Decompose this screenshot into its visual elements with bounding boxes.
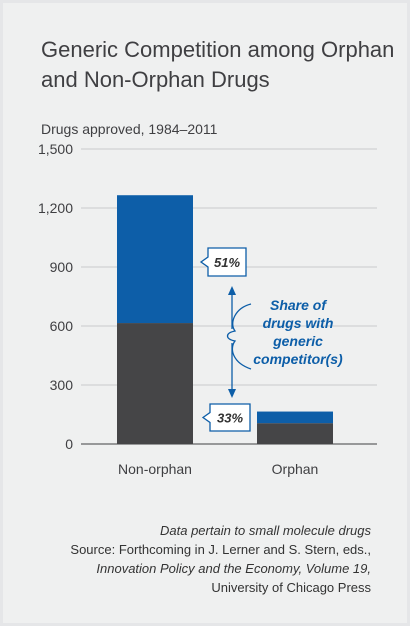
x-tick-label: Orphan xyxy=(272,461,319,477)
share-annotation: 51% 33% Share of drugs with generic competito… xyxy=(199,247,343,432)
figure-card: Generic Competition among Orphan and Non… xyxy=(3,3,407,623)
bar-segment xyxy=(117,195,193,324)
annotation-line: drugs with xyxy=(263,315,334,331)
note-line: Data pertain to small molecule drugs xyxy=(160,523,371,538)
y-tick-label: 600 xyxy=(50,318,74,334)
x-tick-label: Non-orphan xyxy=(118,461,192,477)
stacked-bar-chart: 0 300 600 900 1,200 1,500 Non-orphan Orphan 51… xyxy=(38,141,377,477)
chart-title: Generic Competition among Orphan and Non… xyxy=(41,37,395,92)
bar-segment xyxy=(117,323,193,444)
annotation-line: competitor(s) xyxy=(253,351,343,367)
arrow-up-head xyxy=(228,286,236,295)
annotation-line: Share of xyxy=(270,297,327,313)
publication-title: Innovation Policy and the Economy, Volum… xyxy=(96,561,371,576)
share-label-non-orphan: 51% xyxy=(214,255,240,270)
annotation-line: generic xyxy=(272,333,323,349)
y-tick-label: 900 xyxy=(50,259,74,275)
y-tick-label: 0 xyxy=(65,436,73,452)
bar-segment xyxy=(257,423,333,444)
publisher-line: University of Chicago Press xyxy=(211,580,371,595)
y-axis-ticks: 0 300 600 900 1,200 1,500 xyxy=(38,141,73,452)
arrow-down-head xyxy=(228,389,236,398)
y-tick-label: 300 xyxy=(50,377,74,393)
y-tick-label: 1,200 xyxy=(38,200,73,216)
share-label-non-orphan-box xyxy=(199,247,247,277)
share-label-orphan-box xyxy=(201,403,251,432)
source-line: Source: Forthcoming in J. Lerner and S. … xyxy=(70,542,371,557)
bracket-line xyxy=(226,303,252,370)
bar-segment xyxy=(257,411,333,424)
source-notes: Data pertain to small molecule drugs Sou… xyxy=(11,521,371,597)
y-tick-label: 1,500 xyxy=(38,141,73,157)
bars xyxy=(117,195,333,444)
x-axis-ticks: Non-orphan Orphan xyxy=(118,461,318,477)
share-label-orphan: 33% xyxy=(217,411,243,426)
chart-subtitle: Drugs approved, 1984–2011 xyxy=(41,121,218,137)
